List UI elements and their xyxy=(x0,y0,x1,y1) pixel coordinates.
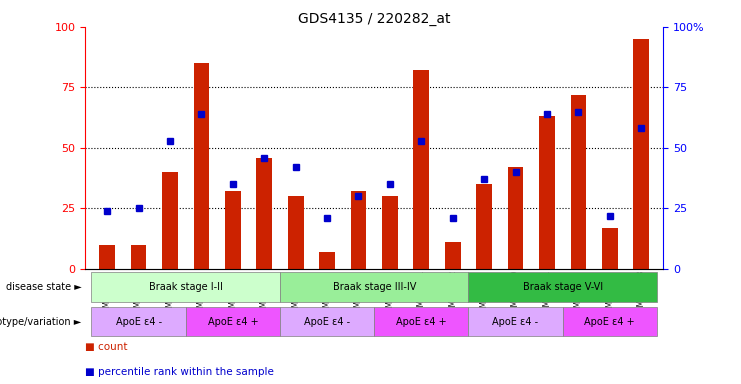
Text: ■ count: ■ count xyxy=(85,342,127,352)
Bar xyxy=(374,307,468,336)
Bar xyxy=(468,307,562,336)
Bar xyxy=(186,307,280,336)
Bar xyxy=(468,272,657,302)
Text: disease state ►: disease state ► xyxy=(6,282,82,292)
Bar xyxy=(162,172,178,269)
Text: ApoE ε4 +: ApoE ε4 + xyxy=(207,316,258,327)
Bar xyxy=(508,167,523,269)
Bar xyxy=(280,272,468,302)
Bar xyxy=(193,63,209,269)
Text: Braak stage I-II: Braak stage I-II xyxy=(149,282,223,292)
Text: ApoE ε4 +: ApoE ε4 + xyxy=(396,316,447,327)
Text: ApoE ε4 +: ApoE ε4 + xyxy=(585,316,635,327)
Bar xyxy=(382,196,398,269)
Text: Braak stage V-VI: Braak stage V-VI xyxy=(522,282,602,292)
Bar xyxy=(130,245,147,269)
Bar xyxy=(99,245,115,269)
Bar xyxy=(280,307,374,336)
Text: ApoE ε4 -: ApoE ε4 - xyxy=(304,316,350,327)
Title: GDS4135 / 220282_at: GDS4135 / 220282_at xyxy=(298,12,451,26)
Text: genotype/variation ►: genotype/variation ► xyxy=(0,316,82,327)
Bar xyxy=(539,116,555,269)
Text: ApoE ε4 -: ApoE ε4 - xyxy=(493,316,539,327)
Bar xyxy=(562,307,657,336)
Bar xyxy=(319,252,335,269)
Bar xyxy=(634,39,649,269)
Bar xyxy=(445,242,461,269)
Bar xyxy=(602,228,618,269)
Bar xyxy=(256,157,272,269)
Bar xyxy=(225,191,241,269)
Bar xyxy=(571,94,586,269)
Text: ■ percentile rank within the sample: ■ percentile rank within the sample xyxy=(85,367,274,377)
Bar xyxy=(91,307,186,336)
Bar xyxy=(91,272,280,302)
Bar xyxy=(476,184,492,269)
Bar xyxy=(413,70,429,269)
Text: ApoE ε4 -: ApoE ε4 - xyxy=(116,316,162,327)
Text: Braak stage III-IV: Braak stage III-IV xyxy=(333,282,416,292)
Bar xyxy=(350,191,366,269)
Bar xyxy=(288,196,304,269)
